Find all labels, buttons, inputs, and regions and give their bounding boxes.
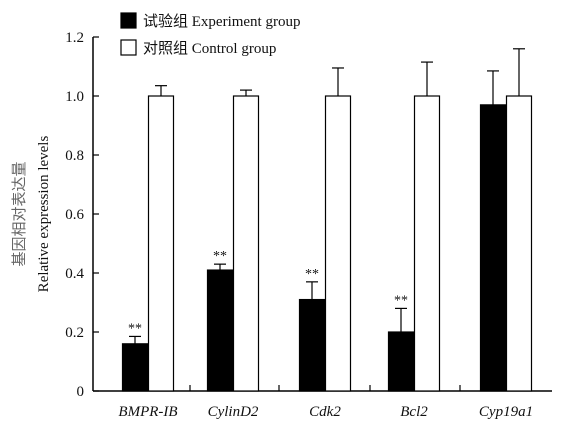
y-tick-label: 1.2 <box>65 30 84 46</box>
x-tick-label: Bcl2 <box>400 404 428 420</box>
bar <box>232 95 260 392</box>
bar-series: ** ** ** ** <box>121 48 533 392</box>
chart-legend: 试验组 Experiment group 对照组 Control group <box>120 12 300 57</box>
significance-mark: ** <box>213 249 227 264</box>
y-tick-label: 0 <box>77 384 85 400</box>
bar <box>505 95 533 392</box>
legend-swatch <box>120 12 137 29</box>
bar <box>206 269 234 392</box>
significance-mark: ** <box>305 267 319 282</box>
bar <box>324 95 352 392</box>
legend-label: 试验组 Experiment group <box>143 13 300 30</box>
y-tick-label: 0.6 <box>65 207 84 223</box>
legend-swatch <box>120 39 137 56</box>
x-tick-label: CylinD2 <box>208 404 259 420</box>
bar <box>147 95 175 392</box>
y-tick-label: 0.2 <box>65 325 84 341</box>
x-tick-label: Cdk2 <box>309 404 341 420</box>
x-tick-label: Cyp19a1 <box>479 404 533 420</box>
legend-label: 对照组 Control group <box>143 40 276 57</box>
y-tick-label: 0.8 <box>65 148 84 164</box>
x-tick-label: BMPR-IB <box>118 404 177 420</box>
bar <box>413 95 441 392</box>
significance-mark: ** <box>394 293 408 308</box>
bar <box>479 104 507 392</box>
chart-axes: 0 0.2 0.4 0.6 0.8 1.0 1.2 BMPR-IB CylinD2 Cdk2 Bcl… <box>65 30 552 420</box>
bar <box>298 298 326 392</box>
significance-mark: ** <box>128 321 142 336</box>
y-tick-label: 0.4 <box>65 266 84 282</box>
bar <box>121 343 149 392</box>
y-tick-label: 1.0 <box>65 89 84 105</box>
y-axis-label-english: Relative expression levels <box>36 136 52 293</box>
bar <box>387 331 415 392</box>
y-axis-label-chinese: 基因相对表达量 <box>11 161 28 266</box>
